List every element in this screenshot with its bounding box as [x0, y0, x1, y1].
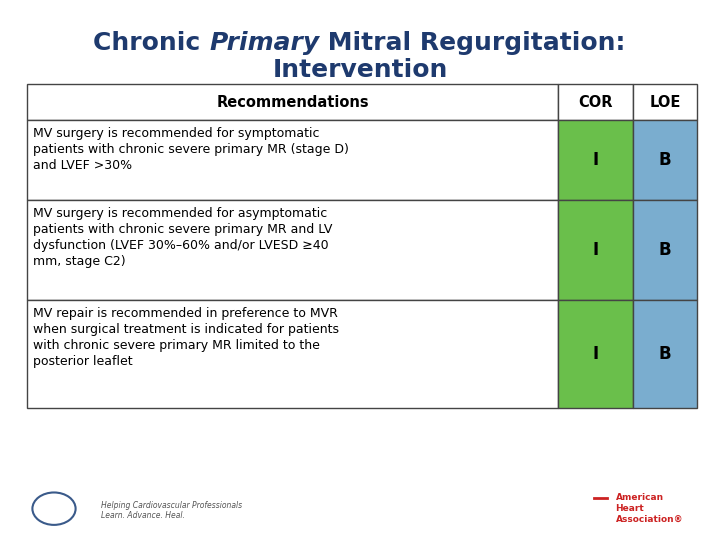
Bar: [634, 200, 697, 300]
Text: Chronic: Chronic: [0, 528, 116, 540]
Text: B: B: [659, 151, 672, 170]
Text: Mitral Regurgitation:: Mitral Regurgitation:: [320, 31, 626, 55]
Bar: [634, 120, 697, 200]
Bar: [558, 84, 634, 120]
Bar: [558, 200, 634, 300]
Bar: [27, 84, 558, 120]
Text: Chronic: Chronic: [94, 31, 210, 55]
Bar: [558, 300, 634, 408]
Text: MV surgery is recommended for asymptomatic
patients with chronic severe primary : MV surgery is recommended for asymptomat…: [33, 207, 333, 268]
Text: COR: COR: [578, 94, 613, 110]
Bar: [634, 300, 697, 408]
Text: American
Heart
Association®: American Heart Association®: [616, 493, 683, 524]
Bar: [558, 120, 634, 200]
Text: Intervention: Intervention: [272, 58, 448, 82]
Text: B: B: [659, 345, 672, 363]
Text: I: I: [593, 241, 598, 259]
Text: B: B: [659, 241, 672, 259]
Text: Recommendations: Recommendations: [216, 94, 369, 110]
Text: Chronic Primary Mitral Regurgitation:: Chronic Primary Mitral Regurgitation:: [94, 31, 626, 55]
Text: I: I: [593, 345, 598, 363]
Bar: [634, 84, 697, 120]
Text: I: I: [593, 151, 598, 170]
Text: Primary: Primary: [210, 31, 320, 55]
Text: MV surgery is recommended for symptomatic
patients with chronic severe primary M: MV surgery is recommended for symptomati…: [33, 127, 349, 172]
Bar: [27, 200, 558, 300]
Text: LOE: LOE: [649, 94, 681, 110]
Text: MV repair is recommended in preference to MVR
when surgical treatment is indicat: MV repair is recommended in preference t…: [33, 307, 339, 368]
Bar: [27, 300, 558, 408]
Bar: [27, 120, 558, 200]
Text: Helping Cardiovascular Professionals
Learn. Advance. Heal.: Helping Cardiovascular Professionals Lea…: [101, 501, 242, 520]
Text: Primary: Primary: [0, 528, 110, 540]
